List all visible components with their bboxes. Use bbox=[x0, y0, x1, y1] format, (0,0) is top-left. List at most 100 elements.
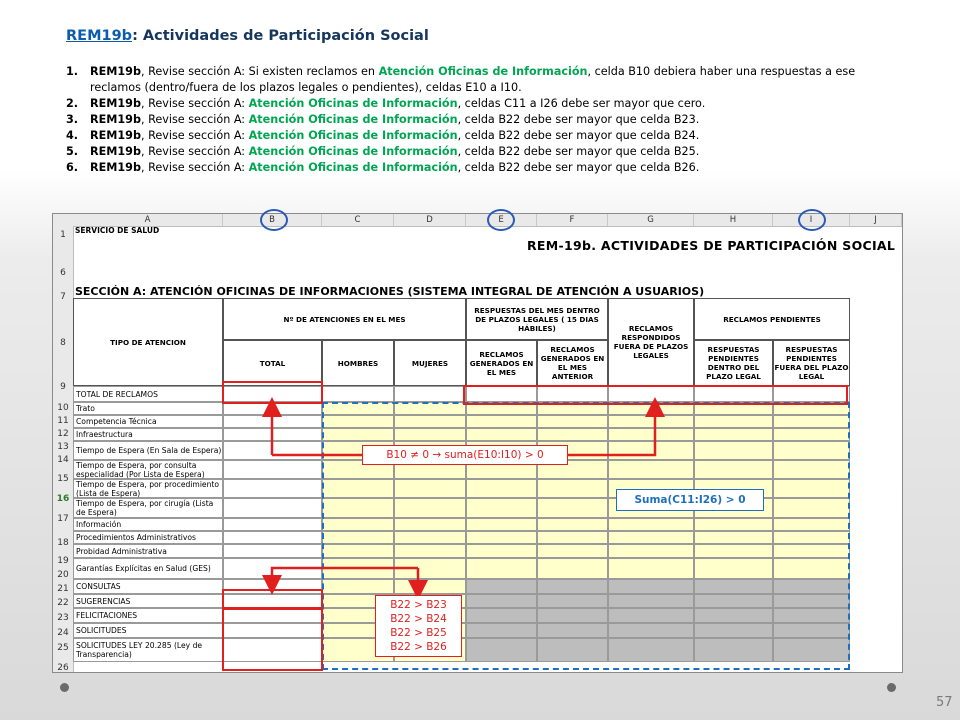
slide-title: REM19b: Actividades de Participación Soc… bbox=[66, 28, 429, 44]
grid-cell[interactable] bbox=[694, 544, 773, 558]
grid-cell[interactable] bbox=[322, 386, 394, 402]
grid-cell[interactable] bbox=[466, 531, 537, 544]
grid-cell[interactable] bbox=[466, 544, 537, 558]
grid-cell[interactable] bbox=[394, 531, 466, 544]
grid-cell[interactable] bbox=[537, 558, 608, 579]
grid-cell[interactable] bbox=[537, 531, 608, 544]
rule3-line: B22 > B25 bbox=[390, 627, 447, 639]
rule-text: , Revise sección A: bbox=[140, 97, 249, 110]
grid-cell[interactable] bbox=[223, 479, 322, 498]
rule3-annotation: B22 > B23 B22 > B24 B22 > B25 B22 > B26 bbox=[375, 595, 462, 657]
grid-cell[interactable] bbox=[608, 558, 694, 579]
grid-cell[interactable] bbox=[223, 460, 322, 479]
grid-cell[interactable] bbox=[394, 479, 466, 498]
rule-highlight: Atención Oficinas de Información bbox=[248, 97, 458, 110]
row-label: Tiempo de Espera, por consulta especiali… bbox=[73, 460, 223, 479]
grid-cell[interactable] bbox=[694, 428, 773, 441]
grid-cell[interactable] bbox=[608, 531, 694, 544]
header-atenciones: Nº DE ATENCIONES EN EL MES bbox=[223, 298, 466, 340]
grid-cell[interactable] bbox=[466, 558, 537, 579]
row-number[interactable]: 11 bbox=[57, 416, 69, 426]
grid-cell[interactable] bbox=[694, 460, 773, 479]
grid-cell bbox=[773, 638, 850, 662]
grid-cell[interactable] bbox=[394, 386, 466, 402]
grid-cell[interactable] bbox=[608, 460, 694, 479]
row-number[interactable]: 18 bbox=[57, 538, 69, 548]
grid-cell[interactable] bbox=[694, 441, 773, 460]
rule-highlight: Atención Oficinas de Información bbox=[248, 161, 458, 174]
row-number[interactable]: 22 bbox=[57, 598, 69, 608]
grid-cell[interactable] bbox=[223, 518, 322, 531]
column-header-a[interactable]: A bbox=[73, 214, 223, 226]
grid-cell[interactable] bbox=[394, 544, 466, 558]
rules-list: 1. REM19b, Revise sección A: Si existen r… bbox=[66, 64, 900, 176]
grid-cell[interactable] bbox=[394, 428, 466, 441]
rule-number: 2. bbox=[66, 97, 79, 110]
grid-cell[interactable] bbox=[537, 544, 608, 558]
column-header-h[interactable]: H bbox=[694, 214, 773, 226]
grid-cell[interactable] bbox=[223, 428, 322, 441]
grid-cell[interactable] bbox=[394, 518, 466, 531]
grid-cell[interactable] bbox=[608, 518, 694, 531]
grid-cell[interactable] bbox=[537, 518, 608, 531]
column-header-d[interactable]: D bbox=[394, 214, 466, 226]
grid-cell bbox=[608, 608, 694, 623]
grid-cell[interactable] bbox=[537, 498, 608, 518]
row-label: CONSULTAS bbox=[73, 579, 223, 594]
row-number[interactable]: 14 bbox=[57, 455, 69, 465]
row-number[interactable]: 8 bbox=[60, 338, 66, 348]
grid-cell[interactable] bbox=[223, 558, 322, 579]
grid-cell[interactable] bbox=[223, 415, 322, 428]
grid-cell bbox=[466, 623, 537, 638]
grid-cell[interactable] bbox=[466, 479, 537, 498]
grid-cell bbox=[537, 638, 608, 662]
column-b-circle bbox=[260, 209, 288, 231]
column-header-j[interactable]: J bbox=[850, 214, 902, 226]
row-number[interactable]: 9 bbox=[60, 382, 66, 392]
row-number[interactable]: 1 bbox=[60, 230, 66, 240]
grid-cell[interactable] bbox=[223, 544, 322, 558]
row-number[interactable]: 26 bbox=[57, 663, 69, 673]
grid-cell[interactable] bbox=[537, 479, 608, 498]
row-number[interactable]: 23 bbox=[57, 613, 69, 623]
grid-cell[interactable] bbox=[466, 518, 537, 531]
row-number[interactable]: 17 bbox=[57, 514, 69, 524]
column-header-g[interactable]: G bbox=[608, 214, 694, 226]
grid-cell[interactable] bbox=[694, 518, 773, 531]
grid-cell[interactable] bbox=[608, 544, 694, 558]
rule-code: REM19b bbox=[90, 129, 141, 142]
row-number[interactable]: 6 bbox=[60, 268, 66, 278]
column-header-c[interactable]: C bbox=[322, 214, 394, 226]
grid-cell[interactable] bbox=[223, 531, 322, 544]
row-number[interactable]: 10 bbox=[57, 403, 69, 413]
row-number[interactable]: 24 bbox=[57, 628, 69, 638]
grid-cell[interactable] bbox=[694, 558, 773, 579]
grid-cell[interactable] bbox=[394, 498, 466, 518]
rule-text: , Revise sección A: bbox=[140, 129, 249, 142]
header-respuestas: RESPUESTAS DEL MES DENTRO DE PLAZOS LEGA… bbox=[466, 298, 608, 340]
row-number[interactable]: 20 bbox=[57, 570, 69, 580]
row-number[interactable]: 16 bbox=[56, 494, 70, 504]
header-tipo: TIPO DE ATENCION bbox=[73, 298, 223, 386]
row-label: Información bbox=[73, 518, 223, 531]
grid-cell[interactable] bbox=[223, 441, 322, 460]
row-number[interactable]: 12 bbox=[57, 429, 69, 439]
grid-cell[interactable] bbox=[394, 415, 466, 428]
grid-cell[interactable] bbox=[466, 498, 537, 518]
grid-cell[interactable] bbox=[694, 531, 773, 544]
row-number[interactable]: 7 bbox=[60, 292, 66, 302]
grid-cell bbox=[608, 579, 694, 594]
row-number[interactable]: 15 bbox=[57, 474, 69, 484]
grid-cell[interactable] bbox=[223, 498, 322, 518]
row-number[interactable]: 19 bbox=[57, 556, 69, 566]
row-number[interactable]: 13 bbox=[57, 442, 69, 452]
row-number[interactable]: 21 bbox=[57, 584, 69, 594]
column-header-f[interactable]: F bbox=[537, 214, 608, 226]
grid-cell[interactable] bbox=[694, 415, 773, 428]
rule-code: REM19b bbox=[90, 161, 141, 174]
header-pendientes: RECLAMOS PENDIENTES bbox=[694, 298, 850, 340]
row-number[interactable]: 25 bbox=[57, 643, 69, 653]
header-pendientes-dentro: RESPUESTAS PENDIENTES DENTRO DEL PLAZO L… bbox=[694, 340, 773, 386]
grid-cell[interactable] bbox=[466, 428, 537, 441]
grid-cell[interactable] bbox=[466, 415, 537, 428]
